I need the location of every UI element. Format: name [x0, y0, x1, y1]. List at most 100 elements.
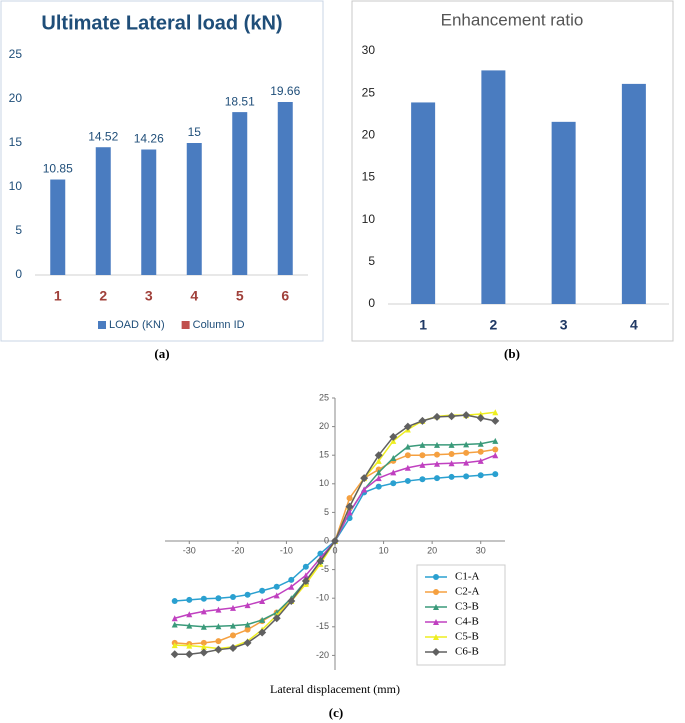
marker — [259, 598, 266, 605]
marker — [171, 642, 178, 649]
bar — [551, 121, 576, 304]
marker — [404, 477, 411, 484]
y-tick-label: 20 — [362, 128, 376, 142]
x-tick-label: 5 — [236, 288, 244, 304]
y-tick-label: 5 — [15, 223, 22, 237]
marker — [215, 595, 222, 602]
bar — [481, 70, 506, 304]
marker — [419, 441, 426, 448]
marker — [477, 440, 484, 447]
marker — [215, 638, 222, 645]
marker — [230, 594, 236, 601]
legend-label: C6-B — [455, 646, 479, 658]
x-tick-label: 4 — [630, 317, 638, 333]
x-tick-label: 30 — [476, 545, 486, 555]
panel-b — [351, 0, 674, 342]
marker — [200, 595, 207, 602]
y-tick-label: -5 — [321, 564, 329, 574]
bar — [232, 112, 248, 275]
marker — [404, 464, 411, 471]
legend-swatch — [98, 321, 106, 329]
marker — [434, 460, 440, 467]
marker — [230, 604, 236, 611]
legend-label: C5-B — [455, 631, 479, 643]
marker — [434, 441, 440, 448]
marker — [375, 483, 382, 490]
marker — [375, 469, 382, 476]
marker — [448, 441, 455, 448]
marker — [346, 509, 353, 516]
marker — [463, 449, 470, 456]
marker — [374, 451, 383, 460]
y-tick-label: 0 — [15, 267, 22, 281]
marker — [491, 416, 500, 425]
marker — [390, 437, 397, 444]
marker — [463, 441, 470, 448]
y-tick-label: 10 — [9, 179, 23, 193]
caption: (c) — [329, 705, 343, 720]
marker — [243, 638, 252, 647]
y-tick-label: 5 — [368, 254, 375, 268]
bar — [186, 143, 202, 275]
marker — [375, 457, 382, 464]
x-tick-label: -10 — [280, 545, 293, 555]
marker — [200, 639, 207, 646]
marker — [287, 597, 296, 606]
y-tick-label: 25 — [362, 85, 376, 99]
marker — [418, 416, 427, 425]
marker — [200, 643, 207, 650]
marker — [477, 448, 484, 455]
bar — [411, 102, 436, 305]
y-tick-label: -15 — [316, 621, 329, 631]
marker — [403, 422, 412, 431]
y-tick-label: 5 — [324, 507, 329, 517]
marker — [273, 592, 280, 599]
marker — [288, 576, 295, 583]
marker — [301, 577, 310, 586]
chart-title: Enhancement ratio — [441, 10, 584, 29]
x-tick-label: 3 — [560, 317, 568, 333]
data-label: 19.66 — [270, 84, 300, 98]
data-label: 14.52 — [88, 129, 118, 143]
marker — [360, 474, 369, 483]
y-tick-label: 25 — [9, 47, 23, 61]
marker — [433, 604, 439, 610]
marker — [404, 443, 411, 450]
y-tick-label: 0 — [368, 296, 375, 310]
marker — [199, 648, 208, 657]
marker — [302, 572, 309, 579]
x-tick-label: 6 — [281, 288, 289, 304]
marker — [259, 616, 266, 623]
x-tick-label: 10 — [379, 545, 389, 555]
y-tick-label: 20 — [9, 91, 23, 105]
marker — [317, 550, 324, 557]
x-tick-label: -30 — [183, 545, 196, 555]
marker — [171, 598, 178, 605]
y-tick-label: 20 — [319, 421, 329, 431]
chart-title: Ultimate Lateral load (kN) — [41, 12, 282, 34]
marker — [345, 502, 354, 511]
bar — [141, 149, 157, 275]
marker — [200, 608, 207, 615]
legend-label: C1-A — [455, 571, 480, 583]
bar — [95, 147, 111, 275]
marker — [215, 606, 222, 613]
marker — [316, 557, 325, 566]
marker — [186, 642, 193, 649]
panel-a — [0, 0, 324, 342]
marker — [272, 614, 281, 623]
marker — [259, 587, 266, 594]
marker — [433, 619, 439, 625]
x-tick-label: 20 — [427, 545, 437, 555]
marker — [432, 648, 440, 656]
marker — [492, 446, 499, 453]
bar — [277, 101, 293, 275]
marker — [448, 451, 455, 458]
marker — [186, 622, 193, 629]
marker — [273, 583, 280, 590]
marker — [419, 476, 426, 483]
x-tick-label: 3 — [145, 288, 153, 304]
caption: (a) — [154, 346, 169, 361]
marker — [200, 623, 207, 630]
marker — [230, 622, 236, 629]
